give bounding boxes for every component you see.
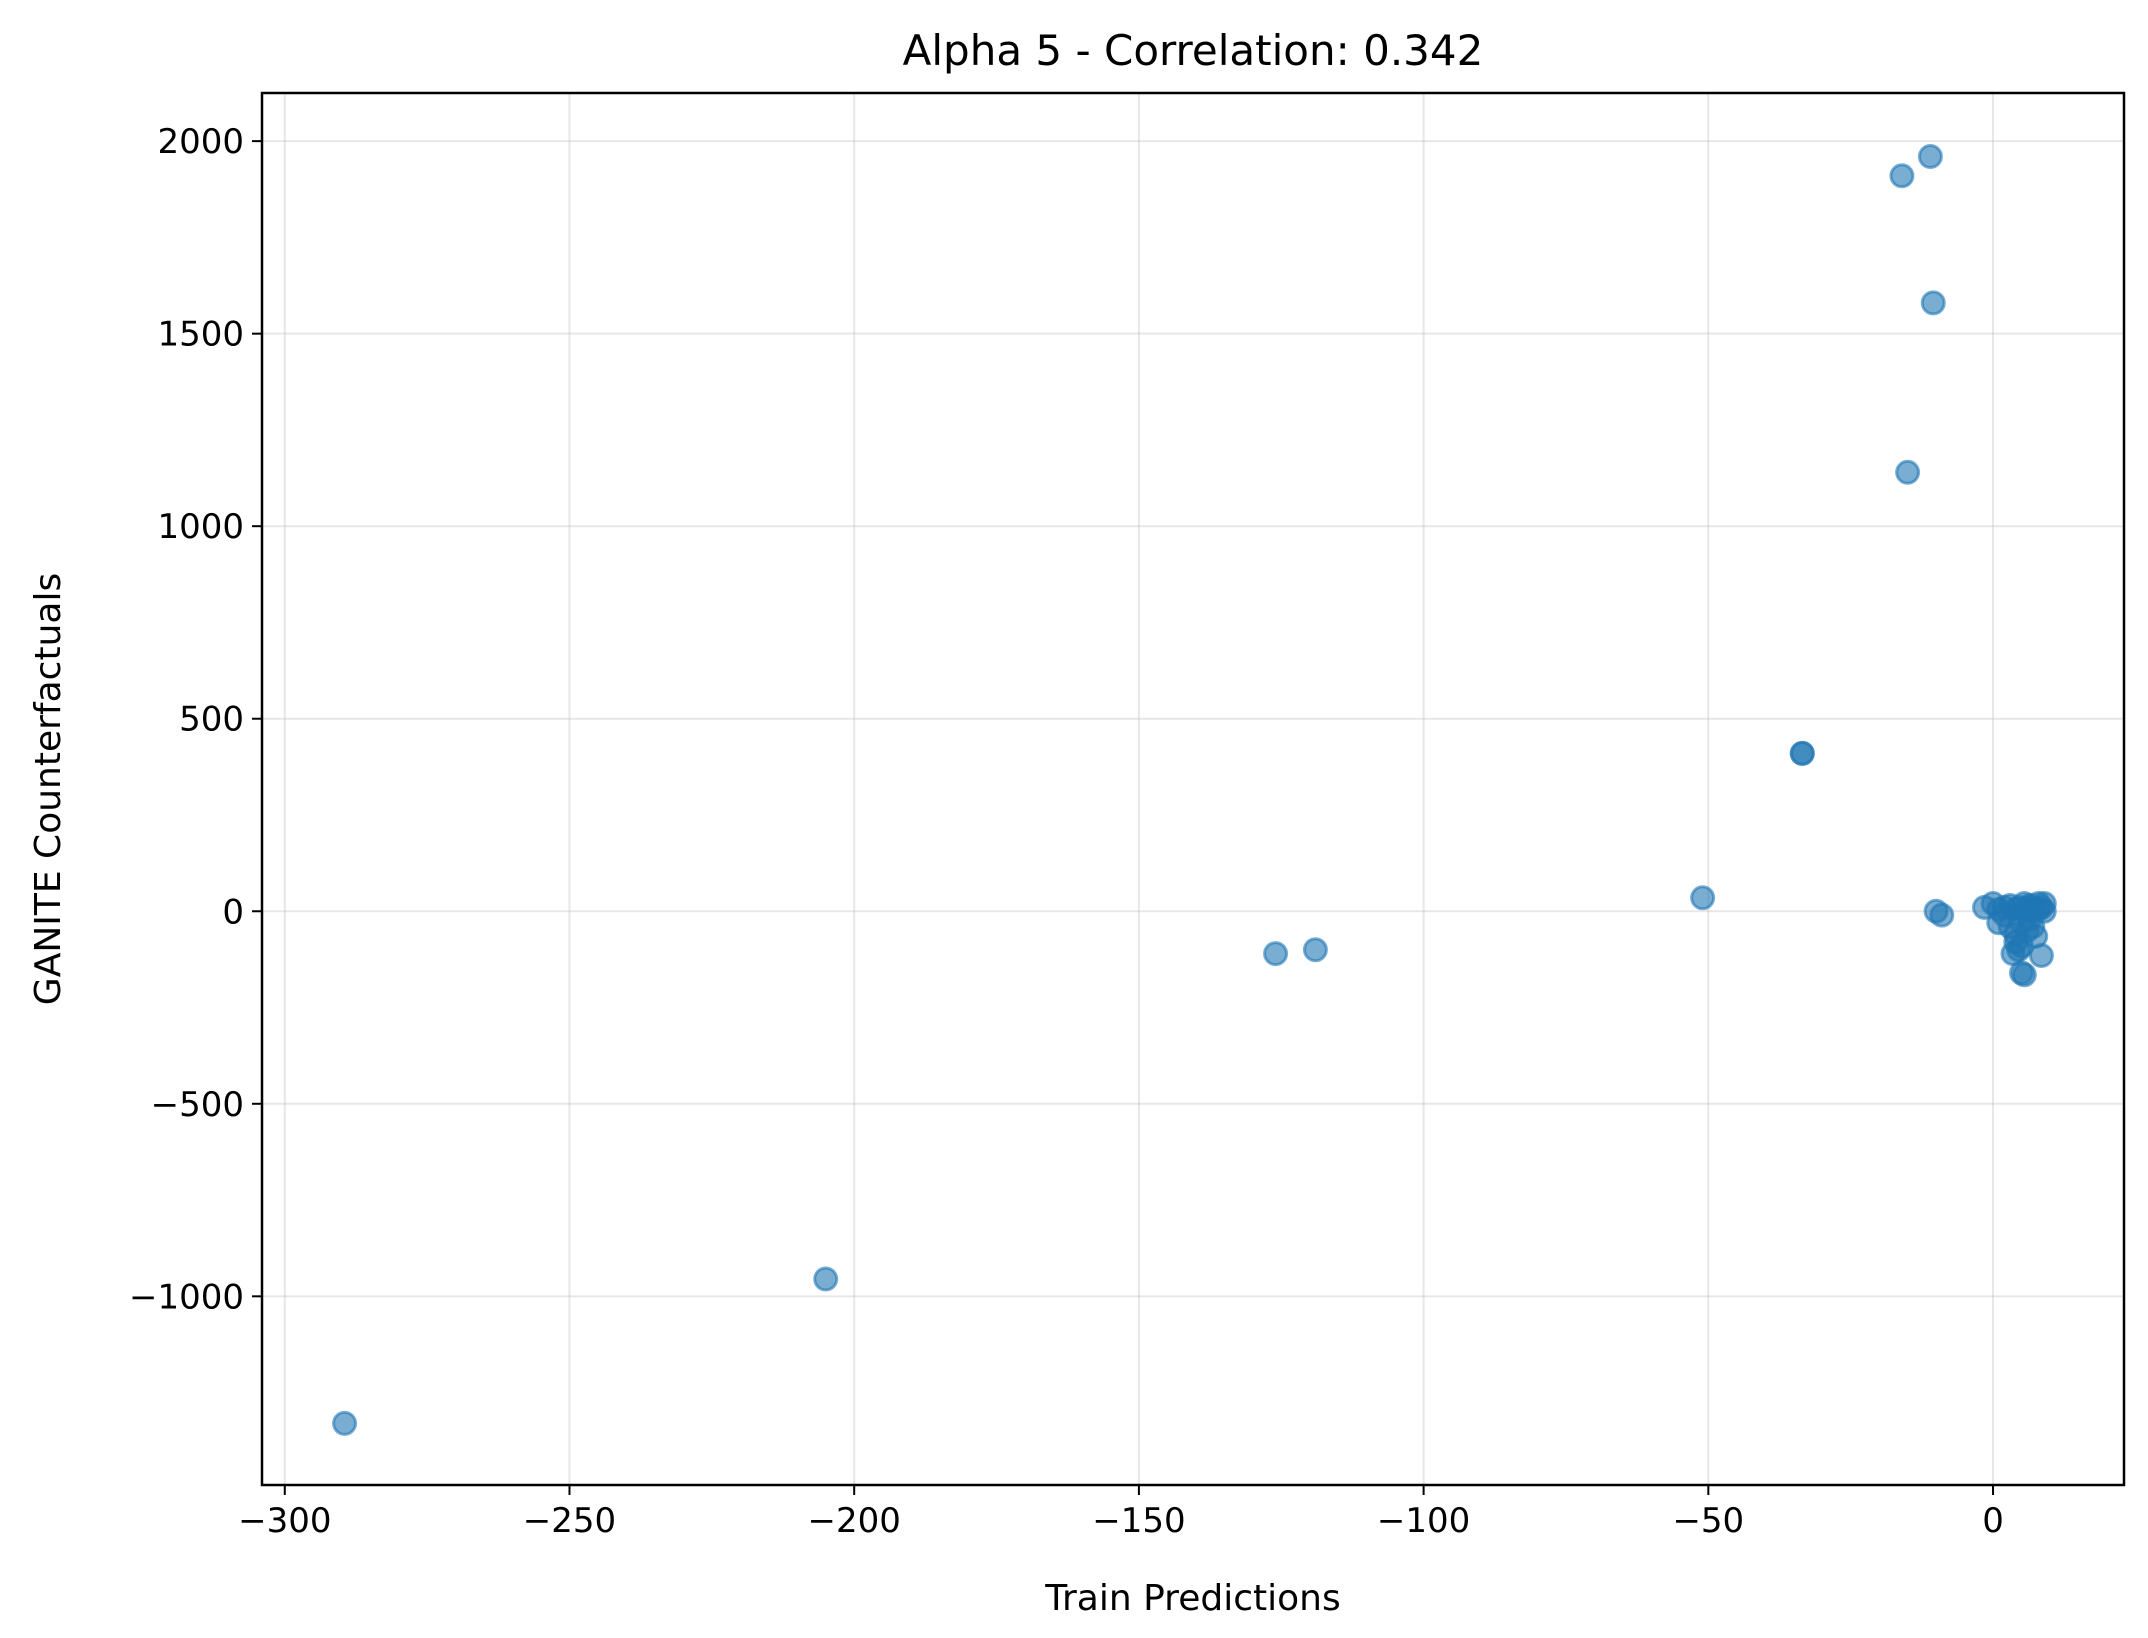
y-tick-label: 1500	[157, 315, 244, 355]
data-point	[2028, 943, 2054, 969]
data-point	[2031, 891, 2057, 917]
data-point	[1889, 163, 1915, 189]
y-tick-label: 1000	[157, 507, 244, 547]
x-tick-label: −200	[808, 1501, 901, 1541]
x-tick-label: −150	[1092, 1501, 1185, 1541]
data-point	[2011, 962, 2037, 988]
x-tick-label: −100	[1377, 1501, 1470, 1541]
data-point	[332, 1410, 358, 1436]
data-point	[1920, 290, 1946, 316]
x-axis-label: Train Predictions	[1044, 1578, 1340, 1619]
y-tick-label: −500	[151, 1085, 244, 1125]
plot-frame	[260, 91, 2126, 1487]
grid-lines	[262, 93, 2124, 1485]
y-tick-label: −1000	[129, 1277, 244, 1317]
y-axis-label: GANITE Counterfactuals	[28, 573, 69, 1005]
data-point	[1263, 941, 1289, 967]
y-tick-label: 500	[179, 700, 244, 740]
x-tick-label: −50	[1672, 1501, 1744, 1541]
data-point	[1917, 144, 1943, 170]
data-point	[1895, 459, 1921, 485]
axis-ticks: −300 −250 −200 −150 −100 −50 0−1000−5000500100…	[129, 122, 2004, 1541]
chart-title: Alpha 5 - Correlation: 0.342	[903, 26, 1484, 75]
data-points	[332, 144, 2057, 1436]
x-tick-label: −250	[523, 1501, 616, 1541]
data-point	[1690, 885, 1716, 911]
data-point	[1929, 902, 1955, 928]
x-tick-label: −300	[238, 1501, 331, 1541]
y-tick-label: 0	[222, 892, 244, 932]
data-point	[813, 1266, 839, 1292]
y-tick-label: 2000	[157, 122, 244, 162]
data-point	[1302, 937, 1328, 963]
x-tick-label: 0	[1982, 1501, 2004, 1541]
data-point	[1789, 740, 1815, 766]
